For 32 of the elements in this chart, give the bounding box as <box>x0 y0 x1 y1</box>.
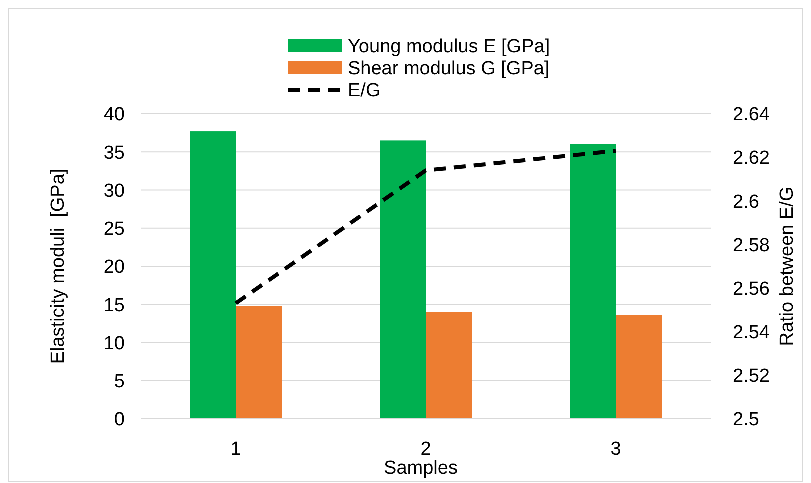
bar <box>236 306 282 419</box>
y-tick-label: 20 <box>104 257 125 278</box>
y2-tick-label: 2.58 <box>733 235 770 256</box>
x-axis-title: Samples <box>384 458 458 479</box>
y2-axis-title: Ratio between E/G <box>777 186 798 346</box>
bar <box>190 132 236 419</box>
x-tick-label: 1 <box>230 439 242 460</box>
bar <box>426 312 472 419</box>
x-tick-label: 2 <box>420 439 432 460</box>
y-tick-label: 25 <box>104 219 125 240</box>
y2-tick-label: 2.5 <box>733 410 760 431</box>
y-tick-label: 30 <box>104 180 125 202</box>
y-tick-label: 5 <box>114 372 125 393</box>
y2-tick-label: 2.54 <box>733 322 770 344</box>
bar <box>616 315 662 419</box>
legend-label: Shear modulus G [GPa] <box>348 58 550 80</box>
y-tick-label: 0 <box>114 410 125 431</box>
x-tick-label: 3 <box>610 439 622 460</box>
y-tick-label: 40 <box>104 104 125 126</box>
bar <box>380 140 426 419</box>
y2-tick-label: 2.6 <box>733 192 760 213</box>
legend-label: E/G <box>348 80 381 102</box>
y-tick-label: 10 <box>104 333 125 354</box>
y-axis-title: Elasticity moduli [GPa] <box>48 168 69 364</box>
bar <box>570 144 616 419</box>
y2-tick-label: 2.62 <box>733 148 770 170</box>
y-tick-label: 35 <box>104 142 125 164</box>
y2-tick-label: 2.56 <box>733 278 770 300</box>
y2-tick-label: 2.64 <box>733 104 770 126</box>
legend-label: Young modulus E [GPa] <box>348 36 550 58</box>
y2-tick-label: 2.52 <box>733 366 770 388</box>
y-tick-label: 15 <box>104 295 125 316</box>
